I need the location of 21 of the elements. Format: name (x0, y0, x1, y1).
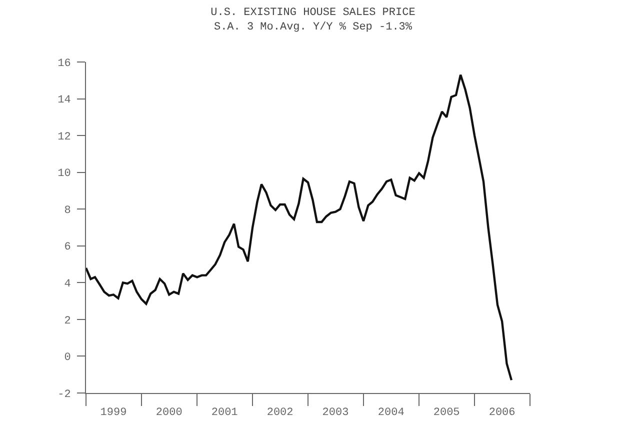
x-tick-label: 2000 (156, 407, 182, 420)
x-tick-label: 2001 (211, 407, 238, 420)
y-tick-label: 6 (64, 242, 71, 254)
y-tick-label: 12 (58, 131, 71, 144)
y-tick-label: 10 (58, 168, 71, 180)
y-tick-label: 16 (58, 58, 71, 70)
chart-title: U.S. EXISTING HOUSE SALES PRICE (210, 7, 416, 20)
x-tick-label: 2002 (266, 407, 294, 420)
x-tick-label: 2003 (322, 407, 349, 420)
line-series (86, 74, 513, 382)
y-tick-label: 14 (58, 94, 72, 107)
x-tick-label: 2006 (488, 407, 516, 420)
y-tick-label: 0 (64, 352, 71, 364)
y-tick-label: 8 (64, 204, 71, 217)
y-tick-label: 2 (64, 315, 71, 328)
x-tick-label: 2004 (378, 407, 405, 420)
chart-subtitle: S.A. 3 Mo.Avg. Y/Y % Sep -1.3% (214, 21, 412, 34)
y-tick-label: -2 (58, 388, 71, 401)
x-tick-label: 1999 (100, 407, 127, 420)
x-tick-label: 2005 (433, 407, 460, 420)
y-tick-label: 4 (64, 278, 72, 291)
